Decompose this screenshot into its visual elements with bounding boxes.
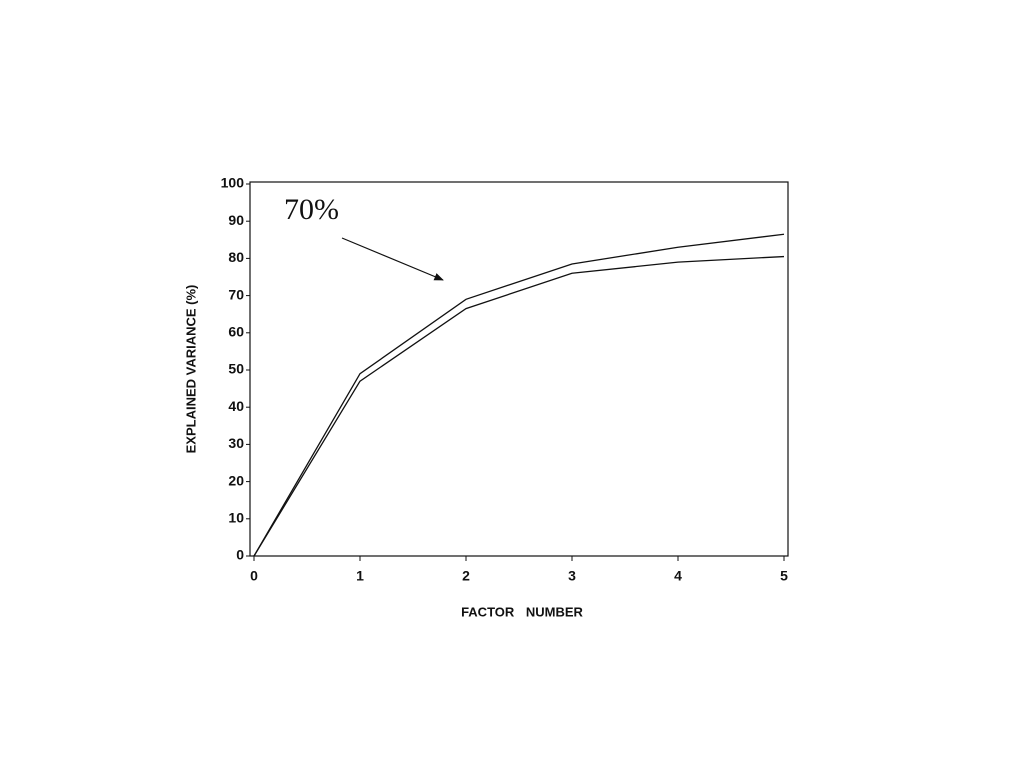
x-axis-label: FACTOR NUMBER bbox=[461, 604, 583, 619]
plot-frame bbox=[249, 181, 789, 557]
x-tick-label: 1 bbox=[356, 568, 364, 584]
line bbox=[253, 233, 785, 557]
y-tick-label: 0 bbox=[236, 547, 244, 563]
x-tick-label: 0 bbox=[250, 568, 258, 584]
y-tick-label: 70 bbox=[228, 286, 244, 302]
x-tick-label: 3 bbox=[568, 568, 576, 584]
y-tick-label: 40 bbox=[228, 398, 244, 414]
y-tick-label: 100 bbox=[221, 175, 245, 191]
y-tick-label: 10 bbox=[228, 510, 244, 526]
y-tick-label: 80 bbox=[228, 249, 244, 265]
y-tick-label: 30 bbox=[228, 435, 244, 451]
x-tick-label: 5 bbox=[780, 568, 788, 584]
y-tick-label: 50 bbox=[228, 361, 244, 377]
annotation-arrow bbox=[341, 237, 444, 281]
y-axis-label: EXPLAINED VARIANCE (%) bbox=[183, 285, 198, 454]
line bbox=[253, 255, 785, 557]
x-tick-label: 2 bbox=[462, 568, 470, 584]
y-tick-label: 90 bbox=[228, 212, 244, 228]
y-tick-label: 20 bbox=[228, 472, 244, 488]
y-tick-label: 60 bbox=[228, 324, 244, 340]
x-tick-label: 4 bbox=[674, 568, 682, 584]
annotation: 70% bbox=[284, 193, 339, 226]
